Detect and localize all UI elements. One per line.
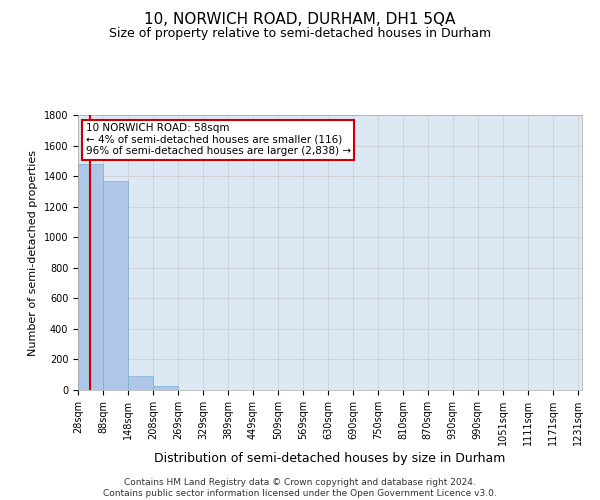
Text: Size of property relative to semi-detached houses in Durham: Size of property relative to semi-detach… (109, 28, 491, 40)
Bar (78, 164, 103, 390)
Text: 10, NORWICH ROAD, DURHAM, DH1 5QA: 10, NORWICH ROAD, DURHAM, DH1 5QA (145, 12, 455, 28)
X-axis label: Distribution of semi-detached houses by size in Durham: Distribution of semi-detached houses by … (154, 452, 506, 465)
Bar (103, 180, 128, 390)
Y-axis label: Number of semi-detached properties: Number of semi-detached properties (28, 150, 38, 356)
Bar (128, 376, 153, 390)
Bar (153, 386, 178, 390)
Text: 10 NORWICH ROAD: 58sqm
← 4% of semi-detached houses are smaller (116)
96% of sem: 10 NORWICH ROAD: 58sqm ← 4% of semi-deta… (86, 123, 350, 156)
Text: Contains HM Land Registry data © Crown copyright and database right 2024.
Contai: Contains HM Land Registry data © Crown c… (103, 478, 497, 498)
